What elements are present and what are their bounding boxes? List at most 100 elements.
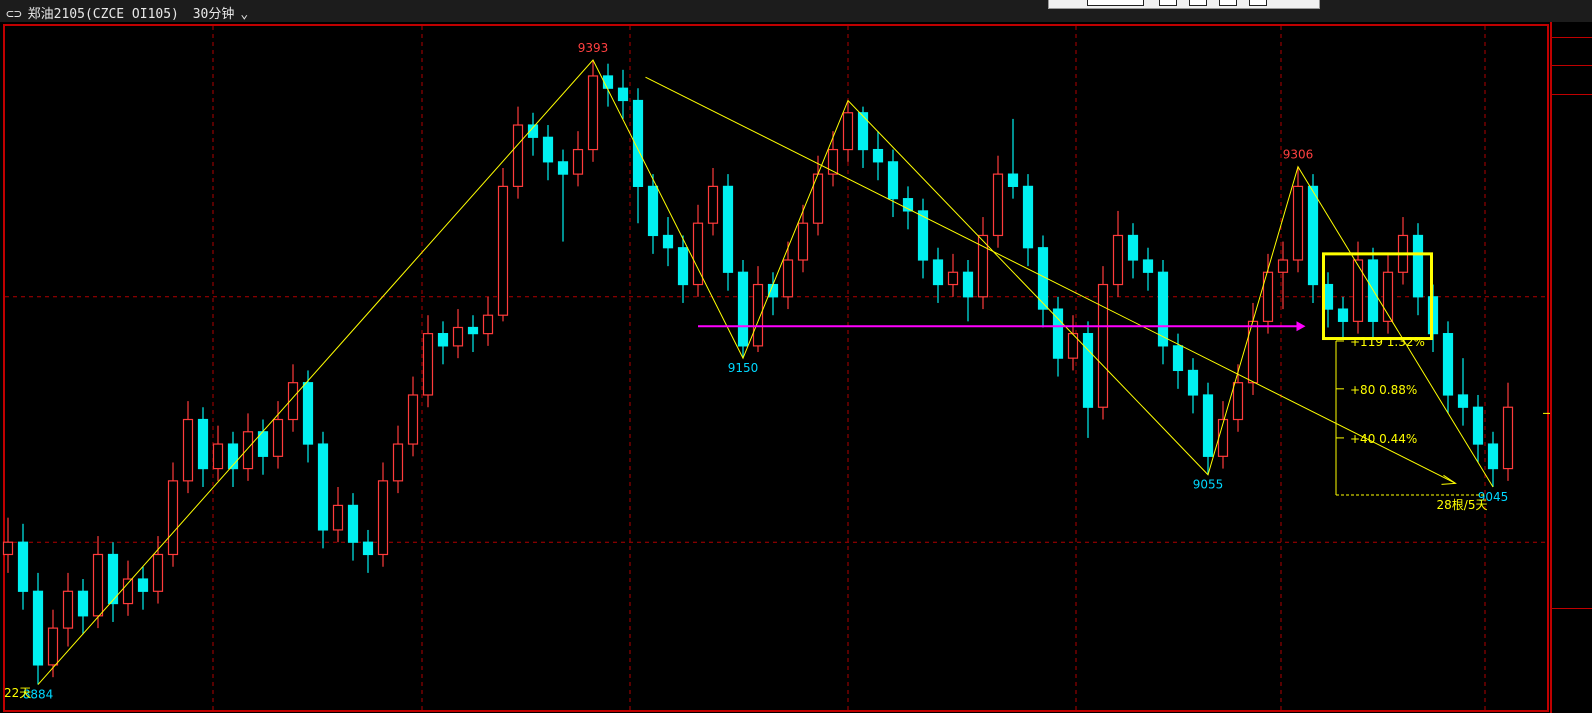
candle-body <box>992 173 1004 237</box>
toolbar-button[interactable] <box>1189 0 1207 6</box>
candle-body <box>917 210 929 261</box>
candle-body <box>1277 259 1289 273</box>
candle-body <box>707 185 719 224</box>
chart-header: ⊂⊃ 郑油2105(CZCE OI105) 30分钟 ⌄ <box>0 0 1592 22</box>
candle-body <box>1292 185 1304 261</box>
candle-body <box>887 161 899 200</box>
link-icon[interactable]: ⊂⊃ <box>6 7 22 22</box>
candle-body <box>1487 443 1499 470</box>
pivot-label: 9393 <box>578 41 609 55</box>
period-selector[interactable]: 30分钟 ⌄ <box>193 7 254 22</box>
candle-body <box>497 185 509 316</box>
candle-body <box>92 553 104 617</box>
chevron-down-icon: ⌄ <box>240 7 249 22</box>
candle-body <box>152 553 164 592</box>
candle-body <box>1352 259 1364 322</box>
candle-body <box>77 590 89 617</box>
candle-body <box>317 443 329 531</box>
measure-level-label: +80 0.88% <box>1350 383 1417 397</box>
candle-body <box>617 87 629 102</box>
candle-body <box>1502 406 1514 470</box>
candle-body <box>182 418 194 482</box>
toolbar-button[interactable] <box>1219 0 1237 6</box>
candle-body <box>137 578 149 592</box>
candle-body <box>197 418 209 470</box>
candle-body <box>932 259 944 286</box>
candle-body <box>737 271 749 347</box>
candle-body <box>1442 333 1454 396</box>
candle-body <box>692 222 704 286</box>
candle-body <box>1187 369 1199 396</box>
candle-body <box>287 382 299 421</box>
trend-line <box>645 76 1456 484</box>
candle-body <box>1112 234 1124 286</box>
candle-body <box>1337 308 1349 322</box>
right-sidebar[interactable] <box>1550 22 1592 713</box>
candle-body <box>782 259 794 298</box>
candle-body <box>392 443 404 482</box>
chart-frame <box>3 24 1549 712</box>
candle-body <box>527 124 539 138</box>
candle-body <box>482 314 494 335</box>
left-span-label: 22天 <box>4 686 31 700</box>
highlight-box <box>1322 252 1433 341</box>
candle-body <box>452 326 464 347</box>
toolbar-button[interactable] <box>1159 0 1177 6</box>
candle-body <box>212 443 224 470</box>
pivot-label: 9045 <box>1478 490 1509 504</box>
zigzag-line <box>37 59 1494 685</box>
candle-body <box>1262 271 1274 322</box>
candle-body <box>1232 382 1244 421</box>
candle-body <box>797 222 809 261</box>
candle-body <box>1382 271 1394 322</box>
candle-body <box>17 541 29 592</box>
candle-body <box>302 382 314 445</box>
candle-body <box>122 578 134 605</box>
candle-body <box>572 148 584 175</box>
candle-body <box>467 326 479 335</box>
candle-body <box>872 148 884 163</box>
toolbar-popup <box>1048 0 1320 9</box>
candle-body <box>677 247 689 286</box>
candle-body <box>1472 406 1484 445</box>
toolbar-button[interactable] <box>1249 0 1267 6</box>
candle-body <box>1067 333 1079 359</box>
candle-body <box>242 431 254 470</box>
candle-body <box>1097 283 1109 408</box>
candle-body <box>1307 185 1319 286</box>
candle-body <box>1142 259 1154 273</box>
candle-body <box>272 418 284 457</box>
candle-body <box>437 333 449 347</box>
candle-body <box>602 75 614 89</box>
pivot-label: 8884 <box>23 688 54 702</box>
candle-body <box>632 99 644 187</box>
candle-body <box>842 112 854 151</box>
candle-body <box>332 504 344 531</box>
candle-body <box>722 185 734 273</box>
pivot-label: 9055 <box>1193 478 1224 492</box>
candle-body <box>947 271 959 286</box>
candle-body <box>542 136 554 163</box>
candle-body <box>362 541 374 556</box>
measure-level-label: +119 1.32% <box>1350 335 1425 349</box>
measure-span-label: 28根/5天 <box>1437 498 1488 512</box>
candle-body <box>1007 173 1019 187</box>
candle-body <box>167 480 179 556</box>
candle-body <box>1202 394 1214 457</box>
candle-body <box>422 333 434 396</box>
magenta-arrowhead <box>1296 321 1306 332</box>
candle-body <box>2 541 14 556</box>
candle-body <box>407 394 419 445</box>
candlestick-chart[interactable]: 8884 9393 9150 9055 9306 9045 +119 1.32% +80 0.… <box>0 22 1550 713</box>
candle-body <box>1412 234 1424 298</box>
candle-body <box>32 590 44 666</box>
candle-body <box>752 283 764 347</box>
candle-body <box>347 504 359 543</box>
candle-body <box>587 75 599 151</box>
toolbar-input[interactable] <box>1087 0 1144 6</box>
candle-body <box>47 627 59 666</box>
candle-body <box>512 124 524 187</box>
candle-body <box>557 161 569 175</box>
candle-body <box>1052 308 1064 359</box>
candle-body <box>977 234 989 298</box>
